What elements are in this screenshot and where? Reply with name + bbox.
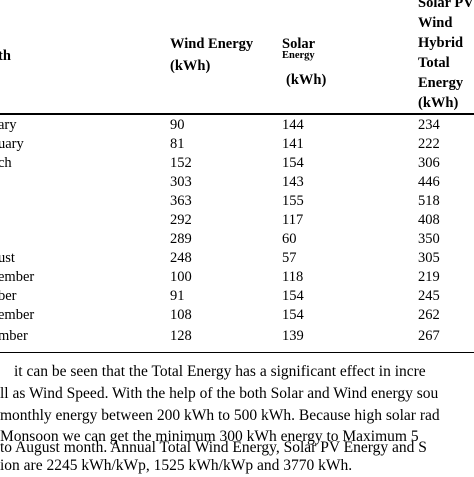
total-cell: 262	[418, 307, 440, 323]
paragraph-line: ll as Wind Speed. With the help of the b…	[0, 385, 439, 402]
hybrid-header-line3: Hybrid	[418, 35, 464, 51]
solar-energy-unit: (kWh)	[286, 72, 327, 88]
header-rule	[0, 113, 474, 115]
table-row: 292 117 408	[0, 211, 474, 230]
wind-cell: 289	[170, 231, 192, 247]
total-cell: 219	[418, 269, 440, 285]
total-cell: 234	[418, 117, 440, 133]
table-bottom-rule	[0, 352, 474, 353]
wind-cell: 91	[170, 288, 185, 304]
paragraph-line: monthly energy between 200 kWh to 500 kW…	[0, 407, 440, 424]
wind-cell: 128	[170, 328, 192, 344]
solar-cell: 154	[282, 288, 304, 304]
wind-cell: 248	[170, 250, 192, 266]
table-row: 289 60 350	[0, 230, 474, 249]
hybrid-header-line5: Energy	[418, 75, 464, 91]
solar-cell: 139	[282, 328, 304, 344]
total-cell: 245	[418, 288, 440, 304]
solar-cell: 57	[282, 250, 297, 266]
solar-cell: 60	[282, 231, 297, 247]
wind-energy-unit: (kWh)	[170, 58, 211, 74]
wind-energy-header: Wind Energy	[170, 36, 254, 52]
month-cell: ch	[0, 155, 12, 171]
wind-cell: 100	[170, 269, 192, 285]
table-row: ember 100 118 219	[0, 268, 474, 287]
solar-cell: 143	[282, 174, 304, 190]
table-row: ary 90 144 234	[0, 116, 474, 135]
total-cell: 350	[418, 231, 440, 247]
paragraph-line: ion are 2245 kWh/kWp, 1525 kWh/kWp and 3…	[0, 457, 353, 474]
month-header: th	[0, 48, 11, 64]
month-cell: ber	[0, 288, 17, 304]
month-cell: ary	[0, 117, 17, 133]
solar-cell: 141	[282, 136, 304, 152]
table-row: mber 128 139 267	[0, 327, 474, 346]
month-cell: mber	[0, 328, 28, 344]
total-cell: 222	[418, 136, 440, 152]
month-cell: ember	[0, 307, 35, 323]
total-cell: 446	[418, 174, 440, 190]
hybrid-header-line4: Total	[418, 55, 450, 71]
paragraph-line: Monsoon we can get the minimum 300 kWh e…	[0, 428, 419, 445]
wind-cell: 90	[170, 117, 185, 133]
table-row: ust 248 57 305	[0, 249, 474, 268]
wind-cell: 292	[170, 212, 192, 228]
total-cell: 305	[418, 250, 440, 266]
total-cell: 267	[418, 328, 440, 344]
month-cell: ust	[0, 250, 15, 266]
wind-cell: 108	[170, 307, 192, 323]
solar-energy-subheader: Energy	[282, 50, 315, 61]
hybrid-header-line1: Solar PV	[418, 0, 474, 11]
table-row: 303 143 446	[0, 173, 474, 192]
solar-energy-header: Solar	[282, 36, 316, 52]
total-cell: 518	[418, 193, 440, 209]
solar-cell: 117	[282, 212, 304, 228]
solar-cell: 155	[282, 193, 304, 209]
table-row: 363 155 518	[0, 192, 474, 211]
wind-cell: 363	[170, 193, 192, 209]
solar-cell: 144	[282, 117, 304, 133]
total-cell: 306	[418, 155, 440, 171]
wind-cell: 303	[170, 174, 192, 190]
hybrid-header-line6: (kWh)	[418, 95, 459, 111]
month-cell: ember	[0, 269, 35, 285]
total-cell: 408	[418, 212, 440, 228]
month-cell: uary	[0, 136, 24, 152]
solar-cell: 154	[282, 307, 304, 323]
table-row: ch 152 154 306	[0, 154, 474, 173]
hybrid-header-line2: Wind	[418, 15, 453, 31]
table-row: uary 81 141 222	[0, 135, 474, 154]
paragraph-line: to August month. Annual Total Wind Energ…	[0, 439, 427, 456]
wind-cell: 81	[170, 136, 185, 152]
paragraph-line: it can be seen that the Total Energy has…	[14, 363, 426, 380]
table-row: ber 91 154 245	[0, 287, 474, 306]
wind-cell: 152	[170, 155, 192, 171]
solar-cell: 154	[282, 155, 304, 171]
table-row: ember 108 154 262	[0, 306, 474, 325]
solar-cell: 118	[282, 269, 304, 285]
